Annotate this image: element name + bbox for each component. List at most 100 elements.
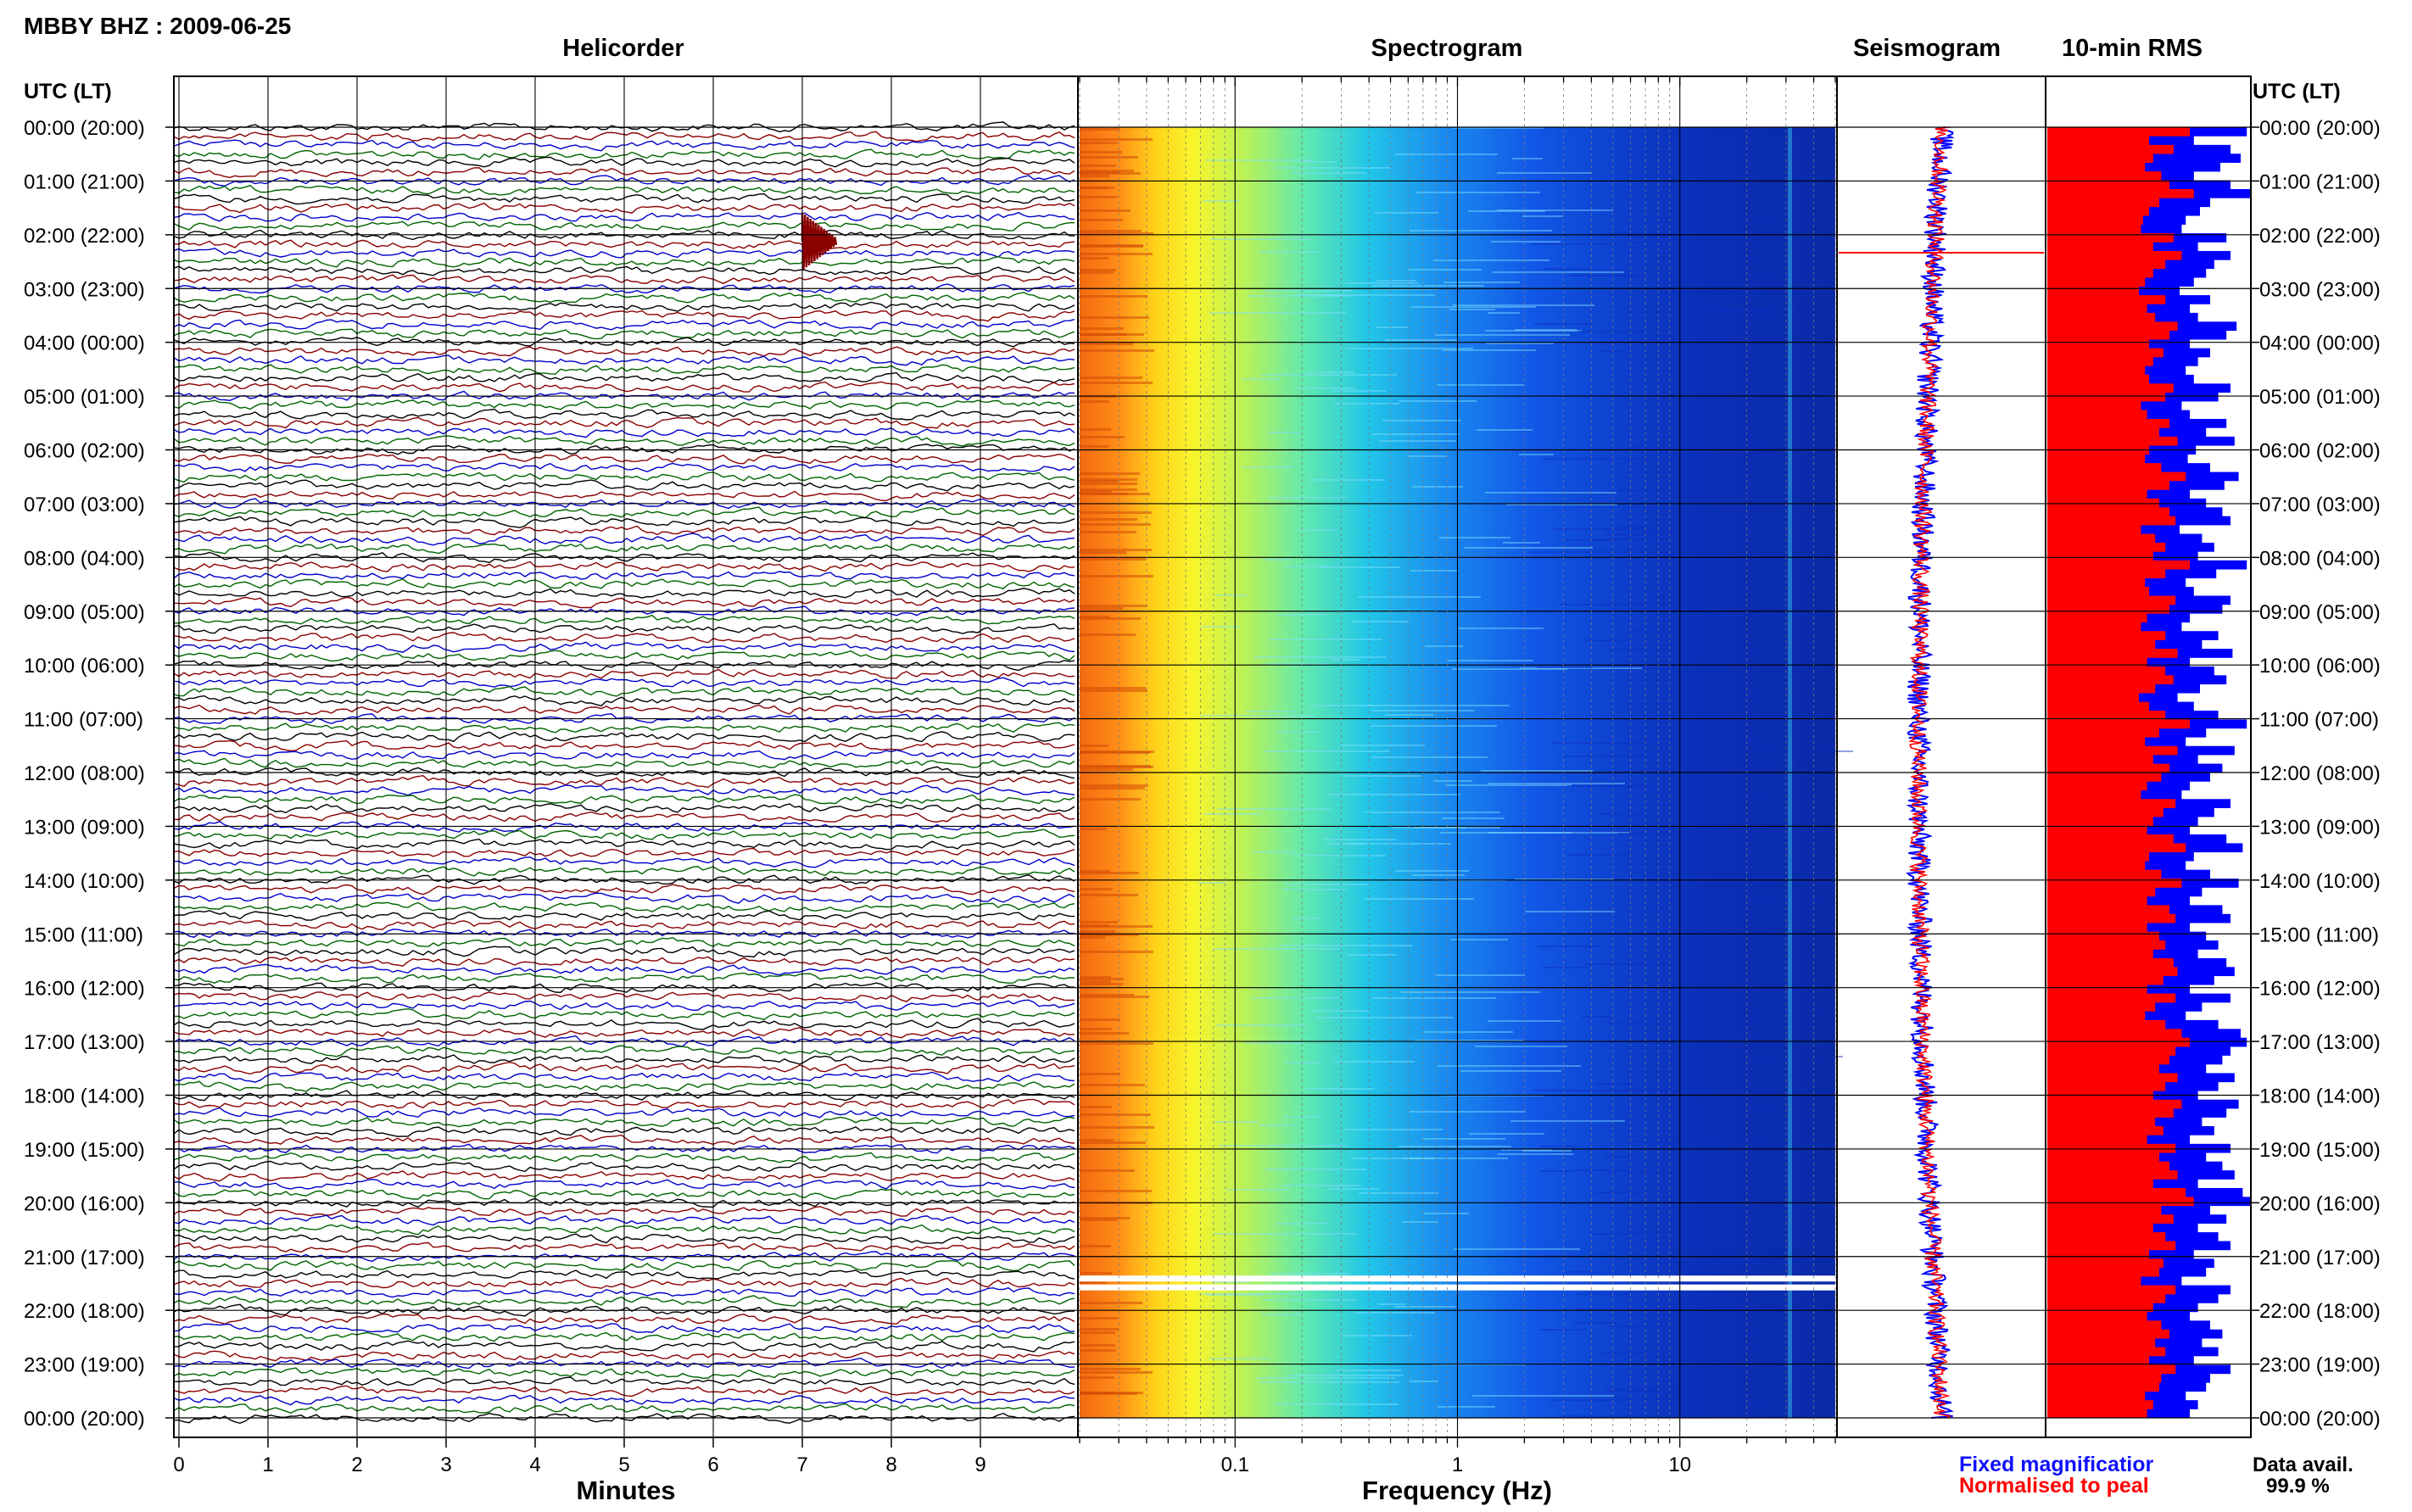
rms-bar [2047, 542, 2166, 552]
helicorder-trace [174, 1126, 1075, 1137]
spectrogram-streak [1080, 382, 1153, 384]
spectrogram-streak [1080, 271, 1114, 274]
helicorder-trace [174, 704, 1075, 716]
utc-tick-label: 01:00 (21:00) [24, 170, 145, 193]
rms-bar [2047, 198, 2159, 208]
helicorder-trace [174, 337, 1075, 348]
spectrogram-streak [1415, 1040, 1523, 1041]
spectrogram-streak [1080, 349, 1154, 352]
utc-tick-label: 14:00 (10:00) [2259, 870, 2381, 893]
earthquake-event [801, 212, 838, 270]
spectrogram-streak [1080, 1331, 1115, 1334]
rms-bar [2047, 773, 2162, 782]
helicorder-trace [174, 265, 1075, 276]
spectrogram-streak [1399, 400, 1477, 402]
helicorder-trace [174, 1224, 1075, 1236]
spectrogram-streak [1286, 566, 1329, 567]
minute-tick-label: 4 [529, 1453, 540, 1476]
rms-bar [2047, 1205, 2162, 1215]
rms-bar [2047, 259, 2166, 270]
spectrogram-streak [1080, 549, 1152, 551]
spectrogram-streak [1534, 323, 1592, 325]
spectrogram-streak [1259, 1124, 1299, 1126]
utc-tick-label: 08:00 (04:00) [2259, 547, 2381, 570]
spectrogram-streak [1410, 1381, 1438, 1382]
rms-bar [2047, 675, 2174, 685]
spectrogram-streak [1371, 433, 1460, 435]
spectrogram-streak [1537, 667, 1593, 668]
helicorder-trace [174, 479, 1075, 492]
rms-bar [2047, 1161, 2169, 1171]
spectrogram-streak [1080, 1368, 1141, 1370]
rms-bar [2047, 312, 2156, 322]
spectrogram-streak [1371, 710, 1474, 711]
spectrogram-streak [1692, 315, 1814, 316]
spectrogram-streak [1439, 537, 1510, 538]
seismogram-frame [1836, 75, 2046, 1438]
helicorder-trace [174, 1331, 1075, 1342]
spectrogram-streak [1080, 1302, 1142, 1304]
spectrogram-streak [1343, 1129, 1443, 1130]
helicorder-trace [174, 399, 1075, 410]
rms-bar [2047, 489, 2147, 499]
rms-bar [2047, 1011, 2146, 1021]
spectrogram-title: Spectrogram [1371, 35, 1523, 62]
helicorder-trace [174, 901, 1075, 912]
spectrogram-streak [1512, 158, 1543, 159]
spectrogram-streak [1365, 812, 1500, 813]
spectrogram-streak [1345, 282, 1419, 284]
helicorder-trace [174, 248, 1075, 259]
spectrogram-streak [1630, 242, 1723, 243]
spectrogram-streak [1655, 310, 1795, 311]
rms-bar [2047, 693, 2139, 702]
helicorder-trace [174, 614, 1075, 625]
spectrogram-streak [1644, 217, 1779, 219]
utc-tick-label: 17:00 (13:00) [2259, 1031, 2381, 1054]
spectrogram-streak [1585, 963, 1724, 965]
utc-tick-label: 16:00 (12:00) [24, 978, 145, 1001]
spectrogram-streak [1472, 1395, 1614, 1397]
rms-bar [2047, 1125, 2164, 1135]
spectrogram-streak [1080, 616, 1109, 618]
rms-bar [2047, 1019, 2166, 1029]
helicorder-trace [174, 956, 1075, 967]
rms-bar [2047, 683, 2156, 694]
spectrogram-streak [1299, 161, 1337, 163]
spectrogram-streak [1080, 1317, 1118, 1320]
utc-tick-label: 02:00 (22:00) [24, 225, 145, 248]
spectrogram-streak [1080, 165, 1116, 167]
spectrogram-streak [1408, 269, 1482, 271]
spectrogram-streak [1372, 285, 1484, 287]
helicorder-trace [174, 1080, 1075, 1092]
helicorder-trace [174, 1098, 1075, 1109]
rms-bar [2047, 1179, 2153, 1189]
spectrogram-streak [1080, 1219, 1118, 1221]
spectrogram-streak [1268, 497, 1346, 499]
spectrogram-streak [1399, 1146, 1511, 1147]
helicorder-trace [174, 371, 1075, 383]
spectrogram-streak [1522, 1150, 1572, 1152]
rms-bar [2047, 993, 2176, 1003]
helicorder-trace [174, 1340, 1075, 1353]
spectrogram-streak [1630, 445, 1769, 447]
spectrogram-streak [1080, 1281, 1107, 1284]
spectrogram-streak [1343, 775, 1421, 777]
spectrogram-streak [1475, 1046, 1567, 1047]
rms-bar [2047, 887, 2156, 897]
rms-bar [2047, 931, 2159, 941]
spectrogram-streak [1560, 1202, 1609, 1204]
spectrogram-streak [1368, 705, 1510, 706]
spectrogram-streak [1275, 167, 1390, 169]
helicorder-trace [174, 1160, 1075, 1173]
spectrogram-streak [1694, 478, 1726, 480]
rms-bar [2047, 631, 2166, 640]
spectrogram-streak [1080, 689, 1147, 692]
spectrogram-streak [1080, 605, 1147, 607]
rms-frame [2045, 75, 2252, 1438]
rms-bar [2047, 295, 2166, 304]
spectrogram-streak [1080, 765, 1151, 767]
spectrogram-streak [1080, 1141, 1146, 1144]
spectrogram-streak [1080, 343, 1133, 345]
spectrogram-streak [1080, 196, 1117, 198]
utc-tick-label: 10:00 (06:00) [24, 655, 145, 678]
